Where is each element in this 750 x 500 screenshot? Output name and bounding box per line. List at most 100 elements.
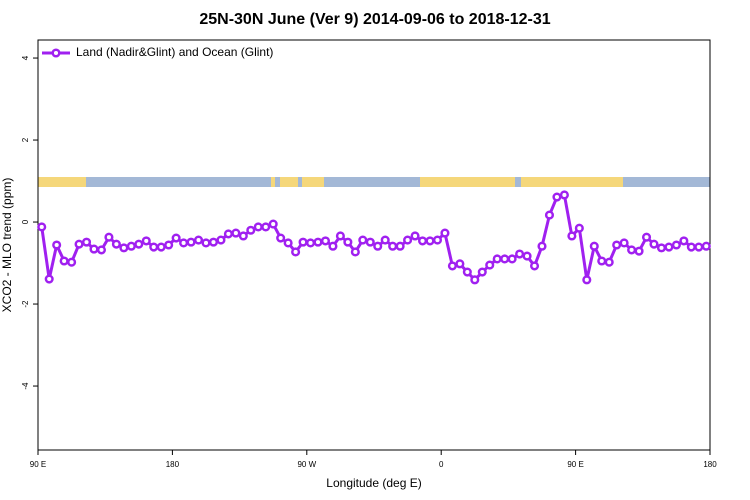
data-point — [627, 245, 637, 255]
data-point — [179, 238, 189, 248]
data-point — [283, 238, 293, 248]
data-point — [328, 241, 338, 251]
data-point — [522, 251, 532, 261]
data-point — [74, 239, 84, 249]
data-point — [656, 243, 667, 253]
data-point — [500, 254, 510, 264]
data-point — [679, 236, 689, 246]
data-point — [111, 239, 121, 249]
data-point — [470, 275, 480, 285]
chart-title: 25N-30N June (Ver 9) 2014-09-06 to 2018-… — [199, 11, 550, 28]
data-point — [134, 239, 144, 249]
land-band — [38, 177, 86, 187]
data-point — [515, 249, 525, 259]
data-point — [156, 242, 166, 252]
data-point — [447, 261, 457, 271]
data-point — [201, 238, 211, 248]
data-point — [544, 210, 555, 220]
y-tick-label: 2 — [21, 137, 30, 142]
data-point — [671, 240, 681, 250]
data-point — [193, 235, 204, 245]
x-tick-label: 180 — [166, 460, 180, 469]
data-point — [276, 233, 286, 243]
data-point — [52, 240, 62, 250]
x-tick-label: 90 W — [297, 460, 316, 469]
data-point — [126, 241, 136, 251]
data-point — [492, 254, 502, 264]
data-point — [694, 242, 704, 252]
land-band — [420, 177, 515, 187]
data-point — [597, 256, 607, 266]
land-ocean-strip — [38, 177, 710, 187]
data-point — [634, 246, 644, 256]
data-point — [171, 233, 181, 243]
data-point — [186, 237, 196, 247]
y-tick-label: -4 — [21, 382, 30, 390]
data-point — [485, 260, 495, 270]
legend-item: Land (Nadir&Glint) and Ocean (Glint) — [42, 45, 273, 59]
data-point — [604, 257, 614, 267]
data-point — [119, 243, 129, 253]
y-tick-label: 4 — [21, 55, 30, 60]
data-point — [701, 241, 711, 251]
x-tick-label: 90 E — [30, 460, 46, 469]
data-point — [649, 239, 659, 249]
data-point — [149, 242, 159, 252]
data-point — [440, 228, 450, 238]
data-point — [664, 242, 674, 252]
data-point — [582, 275, 592, 285]
data-point — [395, 241, 405, 251]
land-band — [271, 177, 275, 187]
x-tick-label: 180 — [703, 460, 717, 469]
data-point — [104, 232, 114, 242]
data-point — [410, 231, 420, 241]
land-band — [521, 177, 623, 187]
legend-marker — [51, 48, 61, 58]
data-point — [589, 241, 599, 251]
data-point — [537, 241, 547, 251]
data-point — [253, 222, 263, 232]
data-point — [320, 236, 331, 246]
data-point — [529, 261, 540, 271]
data-point — [67, 257, 77, 267]
data-point — [164, 240, 174, 250]
data-point — [298, 237, 308, 247]
data-point — [507, 254, 517, 264]
data-point — [37, 222, 47, 232]
data-point — [365, 237, 375, 247]
data-point — [567, 231, 577, 241]
data-point — [216, 235, 226, 245]
data-point — [96, 245, 107, 255]
data-point — [59, 256, 69, 266]
data-point — [388, 241, 398, 251]
y-tick-label: -2 — [21, 300, 30, 308]
data-point — [373, 241, 383, 251]
y-axis-label: XCO2 - MLO trend (ppm) — [0, 178, 14, 313]
data-point — [455, 259, 465, 269]
data-point — [477, 267, 487, 277]
x-tick-label: 0 — [439, 460, 444, 469]
data-point — [246, 225, 256, 235]
data-point — [335, 231, 345, 241]
data-point — [44, 274, 54, 284]
series-line — [40, 193, 707, 282]
data-point — [574, 223, 584, 233]
data-point — [462, 267, 472, 277]
data-point — [268, 219, 278, 229]
data-point — [350, 247, 360, 257]
data-point — [305, 238, 316, 248]
data-point — [208, 237, 219, 247]
data-point — [291, 247, 301, 257]
data-point — [261, 222, 271, 232]
data-point — [343, 237, 353, 247]
data-point — [380, 235, 390, 245]
x-tick-label: 90 E — [567, 460, 583, 469]
data-point — [417, 236, 428, 246]
data-point — [231, 228, 241, 238]
data-point — [89, 244, 99, 254]
data-point — [552, 192, 562, 202]
data-point — [358, 235, 368, 245]
data-point — [619, 238, 629, 248]
data-point — [641, 232, 652, 242]
